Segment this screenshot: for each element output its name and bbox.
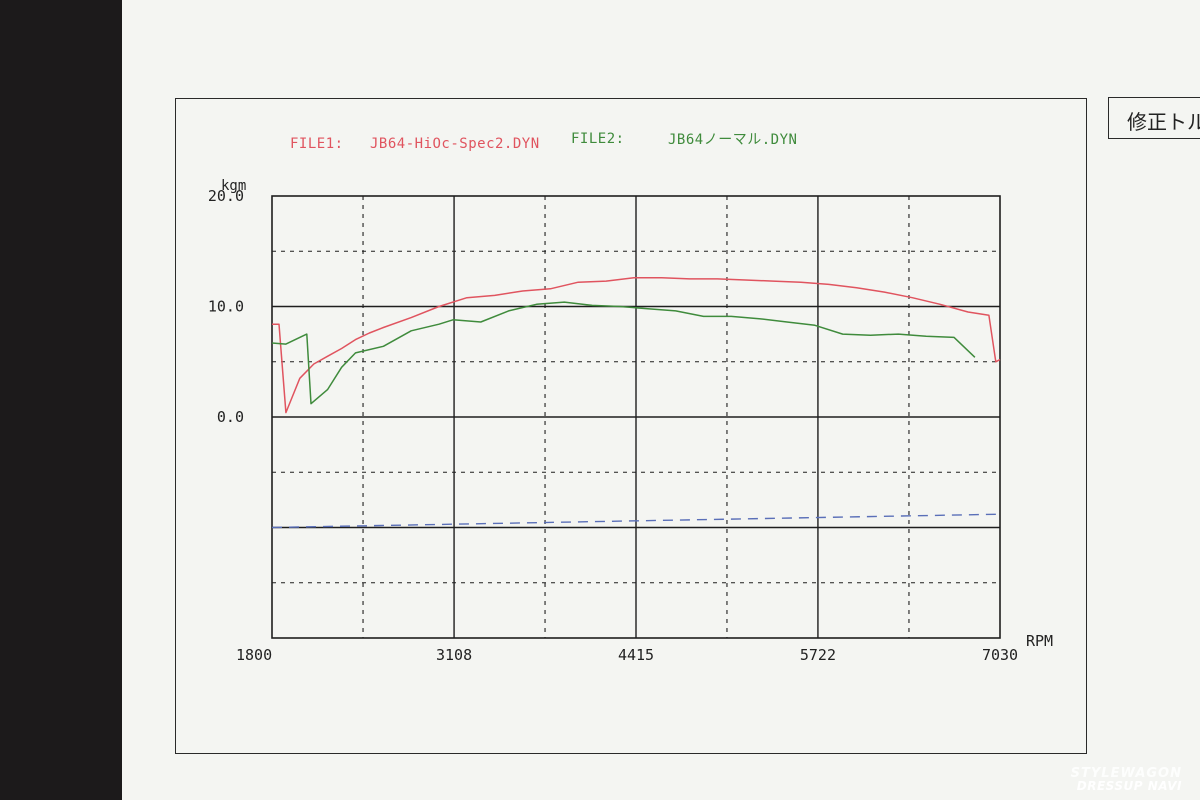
legend-file1-label: FILE1: bbox=[290, 136, 344, 152]
printout-paper bbox=[122, 0, 1200, 800]
x-tick-label: 3108 bbox=[436, 646, 472, 664]
x-axis-label: RPM bbox=[1026, 632, 1053, 650]
series-file2-line bbox=[271, 301, 976, 405]
legend-file2-name: JB64ノーマル.DYN bbox=[668, 132, 798, 148]
x-tick-label: 7030 bbox=[982, 646, 1018, 664]
legend-file2-label: FILE2: bbox=[571, 131, 625, 147]
y-tick-label: 20.0 bbox=[208, 187, 244, 205]
side-label-box: 修正トルク bbox=[1108, 97, 1200, 139]
watermark-bottom: DRESSUP NAVI bbox=[1076, 779, 1182, 793]
chart-frame bbox=[175, 98, 1087, 754]
x-tick-label: 4415 bbox=[618, 646, 654, 664]
y-tick-label: 0.0 bbox=[217, 408, 244, 426]
y-tick-label: 10.0 bbox=[208, 298, 244, 316]
series-file1-line bbox=[272, 277, 1001, 414]
series-baseline-line bbox=[271, 513, 1001, 529]
side-label: 修正トルク bbox=[1127, 110, 1200, 134]
legend-file1-name: JB64-HiOc-Spec2.DYN bbox=[370, 136, 540, 152]
x-tick-label: 5722 bbox=[800, 646, 836, 664]
x-tick-label: 1800 bbox=[236, 646, 272, 664]
watermark-logo: STYLEWAGON DRESSUP NAVI bbox=[1071, 767, 1182, 792]
watermark-top: STYLEWAGON bbox=[1070, 766, 1182, 781]
y-axis-label: kgm bbox=[221, 178, 246, 194]
